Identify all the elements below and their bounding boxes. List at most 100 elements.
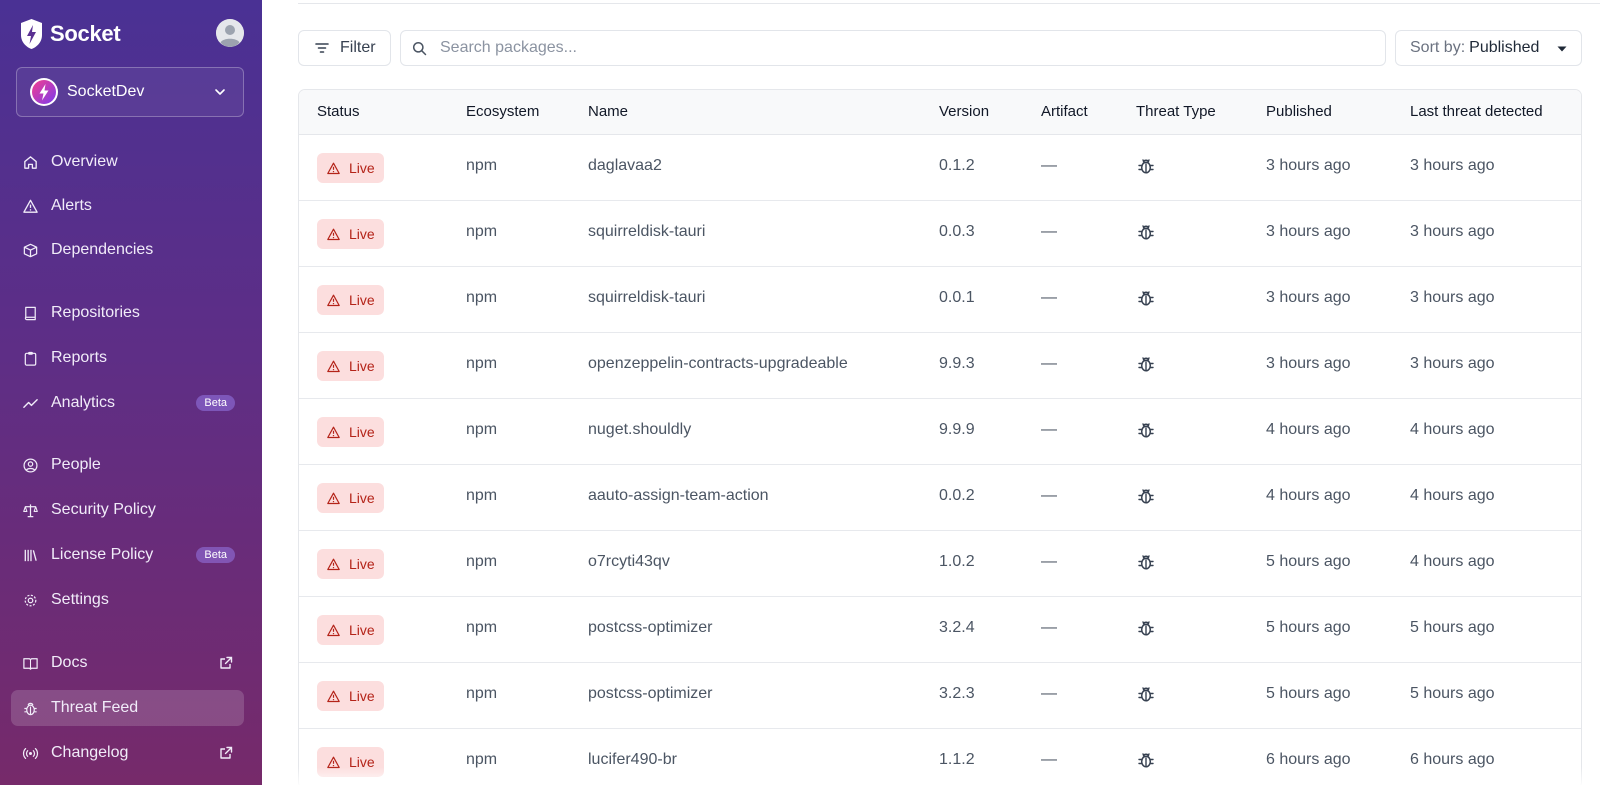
brand-logo[interactable]: Socket	[19, 17, 121, 51]
package-name-link[interactable]: squirreldisk-tauri	[588, 289, 706, 306]
column-header-published[interactable]: Published	[1266, 103, 1332, 120]
warning-icon	[327, 690, 340, 702]
table-row[interactable]: Live npm openzeppelin-contracts-upgradeabl…	[299, 333, 1581, 399]
artifact-cell: —	[1041, 289, 1057, 306]
bug-icon	[1136, 684, 1156, 704]
version-cell: 0.0.1	[939, 289, 975, 306]
column-header-status[interactable]: Status	[317, 103, 360, 120]
table-row[interactable]: Live npm squirreldisk-tauri 0.0.1 — 3 hours a…	[299, 267, 1581, 333]
sort-dropdown[interactable]: Sort by: Published	[1395, 30, 1582, 66]
threat-table: Status Ecosystem Name Version Artifact T…	[298, 89, 1582, 785]
search-input[interactable]	[440, 39, 1340, 57]
table-row[interactable]: Live npm o7rcyti43qv 1.0.2 — 5 hours ago 4 hou…	[299, 531, 1581, 597]
artifact-cell: —	[1041, 157, 1057, 174]
search-bar[interactable]	[400, 30, 1386, 66]
table-row[interactable]: Live npm daglavaa2 0.1.2 — 3 hours ago 3 hours…	[299, 135, 1581, 201]
filter-button[interactable]: Filter	[298, 30, 391, 66]
column-header-threat-type[interactable]: Threat Type	[1136, 103, 1216, 120]
published-cell: 5 hours ago	[1266, 619, 1351, 636]
status-badge: Live	[317, 351, 384, 381]
nav-item-reports[interactable]: Reports	[11, 340, 244, 376]
filter-icon	[315, 43, 329, 53]
table-row[interactable]: Live npm postcss-optimizer 3.2.4 — 5 hours ag…	[299, 597, 1581, 663]
version-cell: 0.0.2	[939, 487, 975, 504]
status-label: Live	[349, 424, 375, 440]
published-cell: 4 hours ago	[1266, 421, 1351, 438]
ecosystem-cell: npm	[466, 751, 498, 768]
status-label: Live	[349, 292, 375, 308]
published-cell: 5 hours ago	[1266, 685, 1351, 702]
nav-label: Changelog	[51, 744, 129, 761]
last-threat-cell: 3 hours ago	[1410, 289, 1495, 306]
clipboard-icon	[21, 349, 39, 367]
table-row[interactable]: Live npm postcss-optimizer 3.2.3 — 5 hours ag…	[299, 663, 1581, 729]
bug-icon	[1136, 156, 1156, 176]
beta-badge: Beta	[196, 547, 235, 563]
package-name-link[interactable]: o7rcyti43qv	[588, 553, 670, 570]
nav-item-overview[interactable]: Overview	[11, 144, 244, 180]
column-header-ecosystem[interactable]: Ecosystem	[466, 103, 540, 120]
nav-label: People	[51, 456, 101, 473]
bug-icon	[1136, 750, 1156, 770]
package-name-link[interactable]: aauto-assign-team-action	[588, 487, 769, 504]
nav-item-repositories[interactable]: Repositories	[11, 295, 244, 331]
package-name-link[interactable]: postcss-optimizer	[588, 685, 713, 702]
artifact-cell: —	[1041, 223, 1057, 240]
published-cell: 3 hours ago	[1266, 289, 1351, 306]
package-name-link[interactable]: squirreldisk-tauri	[588, 223, 706, 240]
column-header-last-threat[interactable]: Last threat detected	[1410, 103, 1543, 120]
sidebar: Socket SocketDev	[0, 0, 262, 785]
trend-icon	[21, 394, 39, 412]
org-switcher[interactable]: SocketDev	[16, 67, 244, 117]
table-row[interactable]: Live npm squirreldisk-tauri 0.0.3 — 3 hours a…	[299, 201, 1581, 267]
scroll-fade	[262, 767, 1600, 785]
library-icon	[21, 546, 39, 564]
nav-label: Dependencies	[51, 241, 154, 258]
package-name-link[interactable]: nuget.shouldly	[588, 421, 692, 438]
nav-item-threat-feed[interactable]: Threat Feed	[11, 690, 244, 726]
table-header: Status Ecosystem Name Version Artifact T…	[299, 90, 1581, 135]
ecosystem-cell: npm	[466, 619, 498, 636]
package-name-link[interactable]: lucifer490-br	[588, 751, 677, 768]
status-badge: Live	[317, 681, 384, 711]
last-threat-cell: 3 hours ago	[1410, 355, 1495, 372]
warning-icon	[327, 228, 340, 240]
warning-icon	[327, 558, 340, 570]
nav-item-alerts[interactable]: Alerts	[11, 188, 244, 224]
last-threat-cell: 3 hours ago	[1410, 223, 1495, 240]
nav-item-settings[interactable]: Settings	[11, 582, 244, 618]
artifact-cell: —	[1041, 355, 1057, 372]
external-link-icon	[220, 746, 233, 759]
nav-item-docs[interactable]: Docs	[11, 645, 244, 681]
package-name-link[interactable]: daglavaa2	[588, 157, 662, 174]
published-cell: 3 hours ago	[1266, 157, 1351, 174]
bug-icon	[1136, 618, 1156, 638]
column-header-name[interactable]: Name	[588, 103, 629, 120]
table-row[interactable]: Live npm nuget.shouldly 9.9.9 — 4 hours ago 4 …	[299, 399, 1581, 465]
bug-icon	[1136, 288, 1156, 308]
top-divider	[298, 3, 1600, 4]
package-name-link[interactable]: postcss-optimizer	[588, 619, 713, 636]
artifact-cell: —	[1041, 685, 1057, 702]
version-cell: 3.2.4	[939, 619, 975, 636]
nav-item-analytics[interactable]: Analytics Beta	[11, 385, 244, 421]
nav-item-dependencies[interactable]: Dependencies	[11, 232, 244, 268]
column-header-version[interactable]: Version	[939, 103, 990, 120]
external-link-icon	[220, 656, 233, 669]
nav-label: Reports	[51, 349, 108, 366]
user-avatar[interactable]	[216, 19, 244, 47]
nav-item-changelog[interactable]: Changelog	[11, 735, 244, 771]
bug-icon	[1136, 222, 1156, 242]
nav-item-license-policy[interactable]: License Policy Beta	[11, 537, 244, 573]
last-threat-cell: 4 hours ago	[1410, 421, 1495, 438]
table-row[interactable]: Live npm aauto-assign-team-action 0.0.2 — 4 h…	[299, 465, 1581, 531]
nav-item-people[interactable]: People	[11, 447, 244, 483]
version-cell: 3.2.3	[939, 685, 975, 702]
package-name-link[interactable]: openzeppelin-contracts-upgradeable	[588, 355, 848, 372]
status-badge: Live	[317, 219, 384, 249]
nav-item-security-policy[interactable]: Security Policy	[11, 492, 244, 528]
artifact-cell: —	[1041, 553, 1057, 570]
column-header-artifact[interactable]: Artifact	[1041, 103, 1088, 120]
version-cell: 0.0.3	[939, 223, 975, 240]
nav-label: Repositories	[51, 304, 140, 321]
